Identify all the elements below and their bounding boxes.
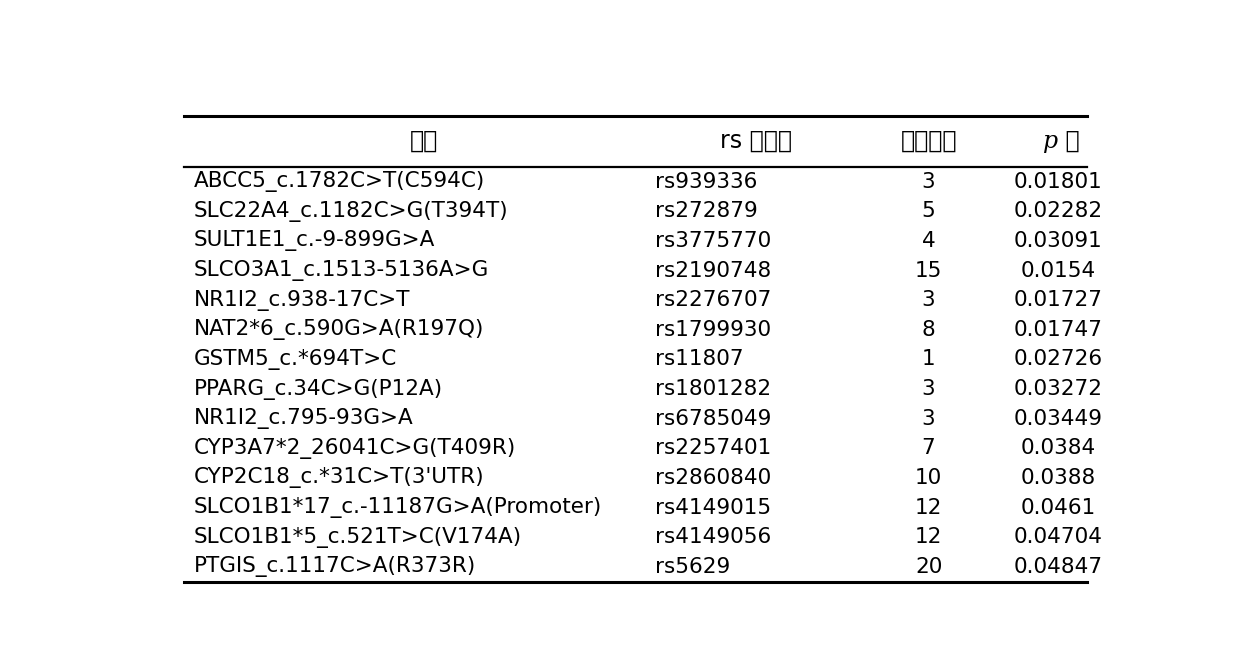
Text: rs4149056: rs4149056 <box>655 527 771 547</box>
Text: ABCC5_c.1782C>T(C594C): ABCC5_c.1782C>T(C594C) <box>193 171 485 192</box>
Text: CYP3A7*2_26041C>G(T409R): CYP3A7*2_26041C>G(T409R) <box>193 438 516 459</box>
Text: 3: 3 <box>921 172 935 192</box>
Text: 0.02726: 0.02726 <box>1014 349 1102 370</box>
Text: 15: 15 <box>915 261 942 281</box>
Text: 0.02282: 0.02282 <box>1014 201 1102 221</box>
Text: 4: 4 <box>921 231 935 251</box>
Text: rs4149015: rs4149015 <box>655 497 771 517</box>
Text: 0.04704: 0.04704 <box>1014 527 1102 547</box>
Text: 0.0154: 0.0154 <box>1021 261 1096 281</box>
Text: 3: 3 <box>921 379 935 399</box>
Text: SLCO1B1*17_c.-11187G>A(Promoter): SLCO1B1*17_c.-11187G>A(Promoter) <box>193 497 601 518</box>
Text: rs 序列号: rs 序列号 <box>719 129 791 153</box>
Text: SULT1E1_c.-9-899G>A: SULT1E1_c.-9-899G>A <box>193 230 435 251</box>
Text: rs2276707: rs2276707 <box>655 290 771 310</box>
Text: 12: 12 <box>915 497 942 517</box>
Text: 0.01727: 0.01727 <box>1014 290 1102 310</box>
Text: 値: 値 <box>1058 129 1080 153</box>
Text: 20: 20 <box>915 557 942 577</box>
Text: 0.0461: 0.0461 <box>1021 497 1096 517</box>
Text: 0.01801: 0.01801 <box>1014 172 1102 192</box>
Text: NAT2*6_c.590G>A(R197Q): NAT2*6_c.590G>A(R197Q) <box>193 319 484 340</box>
Text: 0.01747: 0.01747 <box>1014 320 1102 340</box>
Text: PPARG_c.34C>G(P12A): PPARG_c.34C>G(P12A) <box>193 378 443 400</box>
Text: PTGIS_c.1117C>A(R373R): PTGIS_c.1117C>A(R373R) <box>193 557 476 577</box>
Text: 12: 12 <box>915 527 942 547</box>
Text: NR1I2_c.938-17C>T: NR1I2_c.938-17C>T <box>193 290 410 311</box>
Text: 7: 7 <box>921 438 935 458</box>
Text: 0.0384: 0.0384 <box>1021 438 1096 458</box>
Text: 5: 5 <box>921 201 935 221</box>
Text: rs5629: rs5629 <box>655 557 730 577</box>
Text: 3: 3 <box>921 409 935 429</box>
Text: CYP2C18_c.*31C>T(3'UTR): CYP2C18_c.*31C>T(3'UTR) <box>193 467 484 488</box>
Text: 染色体号: 染色体号 <box>900 129 957 153</box>
Text: 基因: 基因 <box>410 129 438 153</box>
Text: rs2860840: rs2860840 <box>655 468 771 488</box>
Text: rs272879: rs272879 <box>655 201 758 221</box>
Text: NR1I2_c.795-93G>A: NR1I2_c.795-93G>A <box>193 408 413 429</box>
Text: GSTM5_c.*694T>C: GSTM5_c.*694T>C <box>193 349 397 370</box>
Text: p: p <box>1043 130 1058 153</box>
Text: 0.04847: 0.04847 <box>1014 557 1102 577</box>
Text: 0.0388: 0.0388 <box>1021 468 1096 488</box>
Text: 8: 8 <box>921 320 935 340</box>
Text: rs6785049: rs6785049 <box>655 409 771 429</box>
Text: rs1799930: rs1799930 <box>655 320 771 340</box>
Text: rs2190748: rs2190748 <box>655 261 771 281</box>
Text: SLCO1B1*5_c.521T>C(V174A): SLCO1B1*5_c.521T>C(V174A) <box>193 527 522 548</box>
Text: SLCO3A1_c.1513-5136A>G: SLCO3A1_c.1513-5136A>G <box>193 260 489 281</box>
Text: rs2257401: rs2257401 <box>655 438 771 458</box>
Text: rs3775770: rs3775770 <box>655 231 771 251</box>
Text: 0.03449: 0.03449 <box>1014 409 1102 429</box>
Text: rs11807: rs11807 <box>655 349 743 370</box>
Text: 0.03091: 0.03091 <box>1014 231 1102 251</box>
Text: 1: 1 <box>921 349 935 370</box>
Text: SLC22A4_c.1182C>G(T394T): SLC22A4_c.1182C>G(T394T) <box>193 201 508 222</box>
Text: rs939336: rs939336 <box>655 172 758 192</box>
Text: 0.03272: 0.03272 <box>1014 379 1102 399</box>
Text: 3: 3 <box>921 290 935 310</box>
Text: rs1801282: rs1801282 <box>655 379 771 399</box>
Text: 10: 10 <box>915 468 942 488</box>
